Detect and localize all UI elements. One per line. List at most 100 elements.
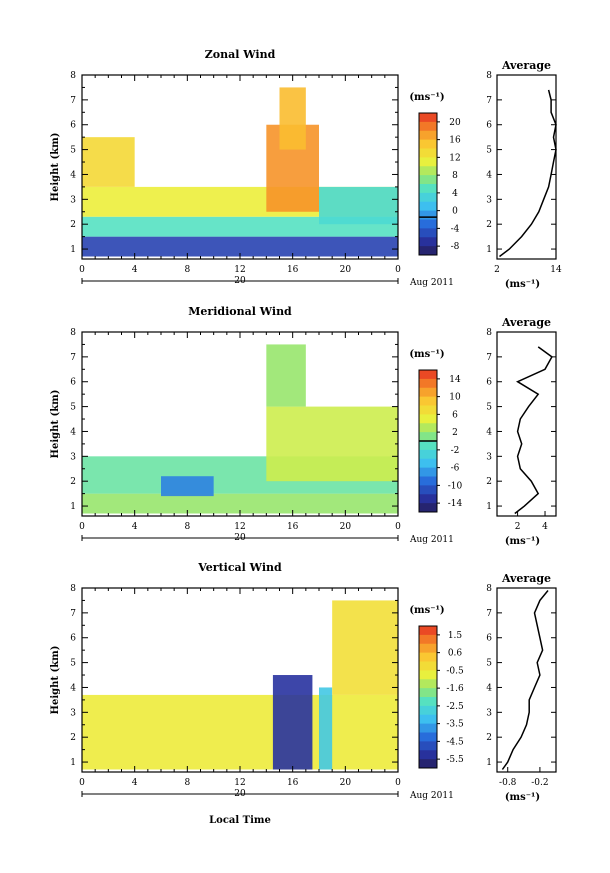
colorbar-tick-label: 2: [452, 428, 458, 438]
profile-unit: (ms⁻¹): [505, 792, 540, 803]
colorbar-segment: [419, 750, 437, 760]
colorbar-tick-label: 1.5: [448, 631, 463, 641]
y-tick-label: 8: [70, 328, 76, 338]
profile-line: [499, 89, 557, 258]
date-label: Aug 2011: [409, 791, 454, 801]
colorbar-segment: [419, 476, 437, 486]
colorbar-segment: [419, 643, 437, 654]
colorbar-segment: [419, 714, 437, 725]
heatmap-cell: [82, 137, 135, 187]
heatmap-cell: [266, 406, 398, 482]
colorbar-segment: [419, 458, 437, 469]
x-tick-label: 20: [340, 265, 352, 275]
colorbar-tick-label: 8: [452, 171, 458, 181]
colorbar-tick-label: -2: [451, 446, 460, 456]
date-label: Aug 2011: [409, 278, 454, 288]
x-tick-label: 8: [184, 522, 190, 532]
y-tick-label: 6: [70, 378, 76, 388]
y-tick-label: 6: [70, 121, 76, 131]
profile-x-tick-label: -0.8: [499, 778, 517, 788]
profile-y-tick-label: 6: [486, 378, 492, 388]
colorbar-segment: [419, 503, 437, 513]
x-tick-label: 8: [184, 265, 190, 275]
colorbar-segment: [419, 148, 437, 158]
colorbar-tick-label: -14: [448, 499, 463, 509]
colorbar-segment: [419, 670, 437, 680]
x-tick-label: 12: [234, 522, 245, 532]
profile-title: Average: [501, 59, 551, 72]
heatmap-cell: [272, 675, 313, 770]
profile-x-tick-label: 4: [542, 522, 548, 532]
colorbar-segment: [419, 723, 437, 733]
colorbar-segment: [419, 652, 437, 662]
heatmap-cell: [82, 236, 398, 257]
day-label: 20: [234, 276, 246, 286]
heatmap-cell: [332, 600, 398, 695]
y-axis-label: Height (km): [50, 133, 61, 202]
y-tick-label: 5: [70, 146, 76, 156]
colorbar-tick-label: 10: [449, 393, 461, 403]
x-tick-label: 0: [395, 265, 401, 275]
colorbar-tick-label: -4: [451, 224, 460, 234]
y-axis-label: Height (km): [50, 646, 61, 715]
colorbar-segment: [419, 139, 437, 149]
colorbar-segment: [419, 396, 437, 406]
profile-unit: (ms⁻¹): [505, 536, 540, 547]
colorbar-segment: [419, 157, 437, 167]
colorbar-tick-label: 0: [452, 207, 458, 217]
heatmap-cells: [82, 344, 398, 514]
heatmap-cell: [279, 87, 306, 150]
x-tick-label: 12: [234, 778, 245, 788]
heatmap-cell: [161, 476, 214, 497]
y-tick-label: 2: [70, 220, 76, 230]
profile-y-tick-label: 1: [486, 502, 492, 512]
profile-line: [501, 590, 549, 770]
profile-y-tick-label: 5: [486, 403, 492, 413]
colorbar-tick-label: -6: [451, 464, 460, 474]
y-tick-label: 4: [70, 170, 76, 180]
day-label: 20: [234, 533, 246, 543]
heatmap-cell: [266, 344, 306, 407]
heatmap-cells: [82, 87, 398, 257]
y-tick-label: 7: [70, 609, 76, 619]
x-tick-label: 20: [340, 522, 352, 532]
colorbar-frame: [418, 112, 438, 256]
colorbar-tick-label: 20: [449, 118, 461, 128]
x-tick-label: 16: [287, 265, 299, 275]
x-tick-label: 4: [132, 522, 138, 532]
profile-y-tick-label: 5: [486, 659, 492, 669]
profile-y-tick-label: 1: [486, 245, 492, 255]
colorbar-segment: [419, 184, 437, 194]
colorbar-segment: [419, 370, 437, 380]
colorbar-segment: [419, 441, 437, 451]
profile-frame: [496, 331, 557, 517]
colorbar-tick-label: 14: [449, 375, 461, 385]
y-tick-label: 5: [70, 403, 76, 413]
colorbar-tick-label: 12: [449, 153, 460, 163]
colorbar-segment: [419, 705, 437, 716]
profile-title: Average: [501, 572, 551, 585]
colorbar-segment: [419, 130, 437, 141]
x-tick-label: 4: [132, 778, 138, 788]
profile-y-tick-label: 8: [486, 328, 492, 338]
colorbar-tick-label: -3.5: [446, 720, 464, 730]
profile-y-tick-label: 5: [486, 146, 492, 156]
colorbar-segment: [419, 228, 437, 238]
colorbar-segment: [419, 467, 437, 477]
chart-title: Meridional Wind: [188, 305, 292, 318]
colorbar-segment: [419, 732, 437, 742]
colorbar-tick-label: 4: [452, 189, 458, 199]
x-tick-label: 16: [287, 522, 299, 532]
profile-y-tick-label: 7: [486, 609, 492, 619]
heatmap-cell: [319, 687, 333, 770]
colorbar-tick-label: -0.5: [446, 666, 464, 676]
x-tick-label: 0: [395, 522, 401, 532]
colorbar-segment: [419, 423, 437, 433]
heatmap-cell: [319, 186, 398, 225]
colorbar-segment: [419, 192, 437, 203]
colorbar-segment: [419, 679, 437, 689]
colorbar-segment: [419, 246, 437, 256]
x-tick-label: 0: [79, 265, 85, 275]
profile-y-tick-label: 4: [486, 427, 492, 437]
